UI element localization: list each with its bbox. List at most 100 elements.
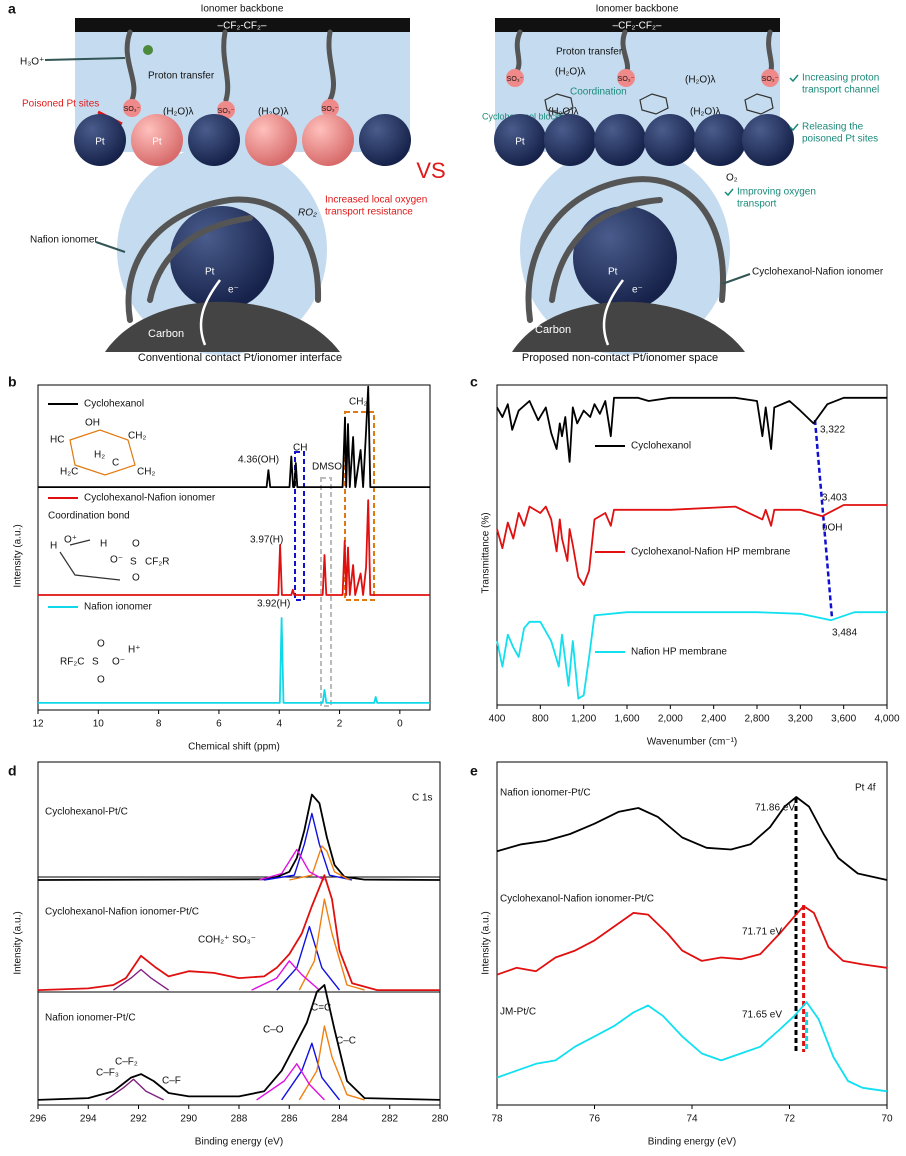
- poisoned-label: Poisoned Pt sites: [22, 99, 99, 110]
- series-line: [496, 796, 888, 881]
- resistance-label: transport resistance: [325, 207, 413, 218]
- oxygen-label: O₂: [726, 173, 738, 184]
- ionomer-strand: [525, 176, 726, 323]
- x-tick-label: 800: [532, 714, 549, 725]
- series-line: [298, 898, 365, 991]
- x-axis-label: Binding energy (eV): [195, 1137, 283, 1148]
- x-tick-label: 72: [784, 1114, 796, 1125]
- annotation: H₂C: [60, 467, 78, 478]
- series-line: [113, 968, 169, 991]
- pt-sites: [74, 114, 411, 166]
- x-tick-label: 286: [281, 1114, 298, 1125]
- backbone-bar: [495, 18, 780, 32]
- legend-label: Cyclohexanol: [631, 441, 691, 452]
- legend-label: Nafion HP membrane: [631, 647, 727, 658]
- series-line: [496, 611, 887, 700]
- note: Releasing the: [802, 122, 864, 133]
- pt-particle: [170, 206, 274, 310]
- series-line: [263, 812, 353, 881]
- series-line: [496, 396, 887, 463]
- hydronium-icon: [143, 45, 153, 55]
- pt-label: Pt: [515, 137, 525, 148]
- series-line: [256, 1063, 325, 1101]
- carbon-support: [105, 301, 340, 352]
- pt-label: Pt: [95, 137, 105, 148]
- y-axis-label: Intensity (a.u.): [481, 911, 492, 974]
- legend-label: Nafion ionomer-Pt/C: [500, 788, 591, 799]
- annotation: 3.92(H): [257, 599, 290, 610]
- annotation: CF₂R: [145, 557, 169, 568]
- x-tick-label: 1,200: [571, 714, 596, 725]
- electron-arrow: [602, 279, 625, 346]
- annotation: COH₂⁺ SO₃⁻: [198, 935, 256, 946]
- x-tick-label: 288: [231, 1114, 248, 1125]
- caption: Proposed non-contact Pt/ionomer space: [522, 352, 718, 364]
- annotation: CH: [293, 443, 307, 454]
- x-tick-label: 10: [93, 719, 105, 730]
- x-tick-label: 290: [180, 1114, 197, 1125]
- annotation: H: [100, 539, 107, 550]
- water-label: (H₂O)λ: [685, 75, 716, 86]
- resistance-label: Increased local oxygen: [325, 195, 427, 206]
- water-label: (H₂O)λ: [690, 107, 721, 118]
- sulfonates: [123, 99, 339, 119]
- carbon-support: [512, 301, 745, 352]
- x-tick-label: 0: [397, 719, 403, 730]
- legend-label: Cyclohexanol-Pt/C: [45, 807, 128, 818]
- x-tick-label: 3,200: [788, 714, 813, 725]
- annotation: 71.86 eV: [755, 803, 795, 814]
- series-line: [496, 905, 888, 976]
- annotation: RF₂C: [60, 657, 84, 668]
- backbone-label: Ionomer backbone: [596, 4, 679, 15]
- nafion-label: Nafion ionomer: [30, 235, 98, 246]
- x-tick-label: 1,600: [614, 714, 639, 725]
- sulfonate-label: SO₃⁻: [218, 108, 235, 115]
- backbone-label: Ionomer backbone: [201, 4, 284, 15]
- ionomer-label: Cyclohexanol-Nafion ionomer: [752, 267, 884, 278]
- checks: [724, 74, 799, 197]
- x-tick-label: 4,000: [874, 714, 899, 725]
- cyclohexanol-ring: [544, 93, 774, 115]
- annotation: 4.36(OH): [238, 455, 279, 466]
- y-axis-label: Transmittance (%): [481, 512, 492, 593]
- legend-label: Cyclohexanol-Nafion ionomer-Pt/C: [500, 894, 654, 905]
- annotation: DMSO: [312, 462, 342, 473]
- x-tick-label: 70: [881, 1114, 893, 1125]
- plot-frame: [37, 384, 431, 711]
- annotation: O: [97, 675, 105, 686]
- water-label: (H₂O)λ: [555, 67, 586, 78]
- plot-frame: [496, 761, 888, 1106]
- carbon-label: Carbon: [535, 324, 571, 336]
- annotation: S: [92, 657, 99, 668]
- panel-label: a: [8, 1, 16, 17]
- x-tick-label: 284: [331, 1114, 348, 1125]
- x-tick-label: 2: [337, 719, 343, 730]
- legend-label: Cyclohexanol-Nafion HP membrane: [631, 547, 791, 558]
- ionomer-strand: [124, 29, 336, 103]
- panel-label: d: [8, 763, 17, 779]
- annotation: H⁺: [128, 645, 141, 656]
- series-line: [281, 1042, 341, 1101]
- x-tick-label: 12: [32, 719, 44, 730]
- annotation: ῡOH: [822, 523, 842, 534]
- electron-arrow: [199, 279, 222, 346]
- series-line: [105, 1078, 164, 1101]
- arrow: [95, 241, 126, 253]
- annotation: 3,322: [820, 425, 845, 436]
- series-line: [38, 385, 430, 488]
- x-tick-label: 400: [489, 714, 506, 725]
- series-line: [298, 1025, 365, 1101]
- annotation: 71.71 eV: [742, 927, 782, 938]
- note: poisoned Pt sites: [802, 134, 878, 145]
- series-line: [289, 845, 350, 881]
- sulfonate-label: SO₃⁻: [762, 76, 779, 83]
- schematic: a –CF₂-CF₂– Ionomer backbone SO₃⁻ SO₃⁻ S…: [8, 1, 884, 364]
- x-axis-label: Binding energy (eV): [648, 1137, 736, 1148]
- annotation: H₂: [94, 450, 105, 461]
- carbon-label: Carbon: [148, 328, 184, 340]
- coordination-label: Coordination: [570, 87, 627, 98]
- x-tick-label: 294: [80, 1114, 97, 1125]
- arrow: [44, 57, 126, 61]
- water-label: (H₂O)λ: [548, 107, 579, 118]
- annotation: O: [97, 639, 105, 650]
